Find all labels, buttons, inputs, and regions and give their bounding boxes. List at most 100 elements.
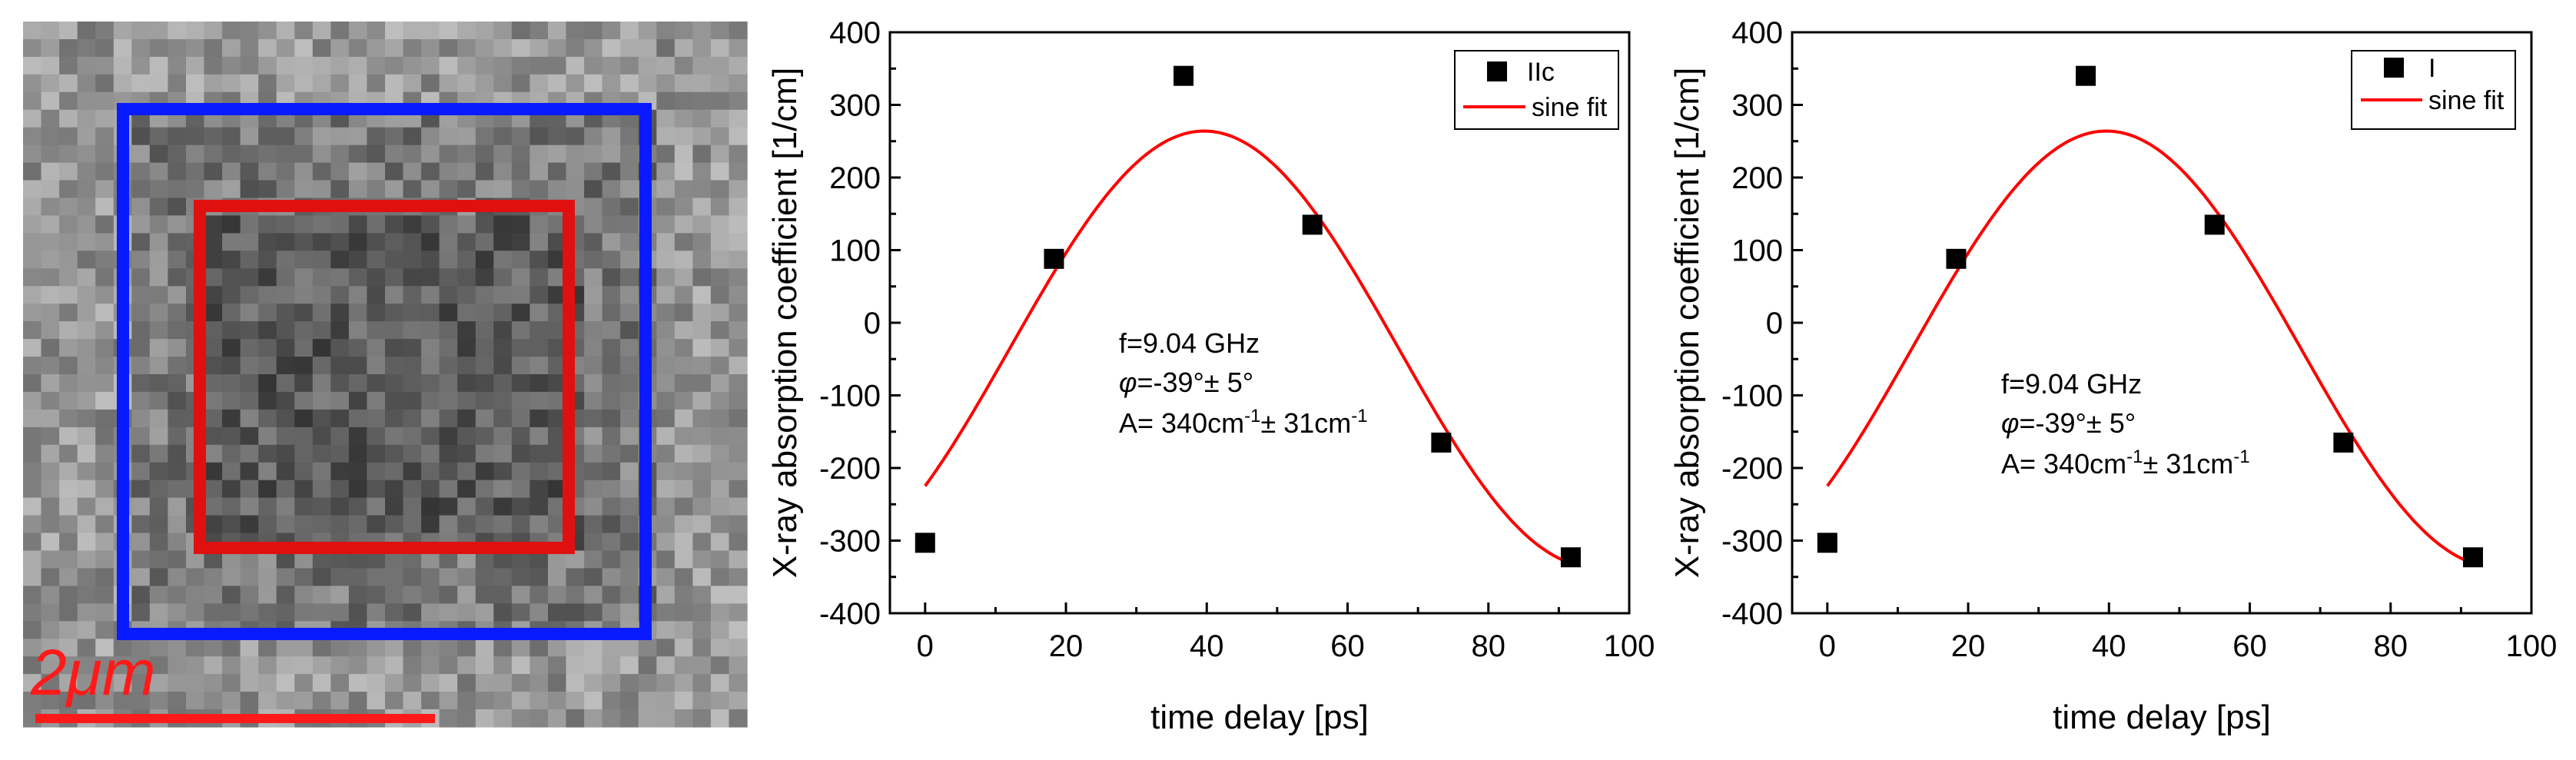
image-pixel [23, 550, 42, 569]
image-pixel [77, 409, 96, 428]
image-pixel [312, 144, 331, 164]
image-pixel [186, 692, 205, 710]
image-pixel [330, 22, 350, 40]
image-pixel [23, 533, 42, 552]
image-pixel [258, 497, 277, 516]
image-pixel [294, 22, 314, 40]
image-pixel [23, 656, 42, 675]
image-pixel [59, 109, 78, 128]
image-pixel [656, 286, 676, 304]
image-pixel [204, 233, 223, 251]
image-pixel [457, 639, 476, 657]
image-pixel [330, 233, 350, 251]
x-tick-label: 20 [1951, 629, 1986, 663]
image-pixel [276, 286, 295, 304]
image-pixel [403, 515, 422, 534]
image-pixel [222, 444, 241, 463]
image-pixel [149, 339, 168, 357]
image-pixel [602, 215, 621, 234]
image-pixel [674, 339, 693, 357]
image-pixel [186, 74, 205, 93]
image-pixel [511, 586, 531, 604]
image-pixel [330, 568, 350, 586]
y-tick-label: 0 [1766, 307, 1783, 340]
image-pixel [620, 533, 639, 552]
image-pixel [602, 127, 621, 146]
image-pixel [493, 321, 513, 340]
image-pixel [729, 391, 748, 410]
image-pixel [149, 304, 168, 322]
image-pixel [348, 568, 368, 586]
image-pixel [149, 692, 168, 710]
image-pixel [457, 215, 476, 234]
image-pixel [385, 180, 404, 199]
image-pixel [584, 22, 603, 40]
image-pixel [23, 74, 42, 93]
image-pixel [385, 233, 404, 251]
image-pixel [511, 391, 531, 410]
image-pixel [149, 251, 168, 269]
image-pixel [240, 268, 259, 287]
image-pixel [529, 127, 549, 146]
image-pixel [77, 251, 96, 269]
image-pixel [511, 568, 531, 586]
image-pixel [638, 74, 657, 93]
image-pixel [348, 497, 368, 516]
image-pixel [475, 656, 494, 675]
image-pixel [729, 621, 748, 639]
image-pixel [620, 656, 639, 675]
image-pixel [710, 409, 730, 428]
y-tick-label: 400 [1731, 16, 1783, 50]
image-pixel [312, 321, 331, 340]
image-pixel [330, 127, 350, 146]
data-point [2462, 547, 2483, 568]
image-pixel [312, 462, 331, 481]
image-pixel [584, 639, 603, 657]
image-pixel [710, 91, 730, 111]
image-pixel [729, 109, 748, 128]
image-pixel [240, 391, 259, 410]
image-pixel [421, 162, 440, 181]
image-pixel [168, 180, 187, 199]
image-pixel [548, 709, 567, 728]
image-pixel [77, 603, 96, 622]
image-pixel [59, 586, 78, 604]
image-pixel [656, 462, 676, 481]
image-pixel [131, 56, 151, 75]
image-pixel [168, 656, 187, 675]
image-pixel [330, 426, 350, 446]
image-pixel [584, 304, 603, 322]
image-pixel [548, 127, 567, 146]
image-pixel [204, 339, 223, 357]
y-tick-label: -400 [1721, 597, 1783, 631]
data-point [1560, 547, 1581, 568]
image-pixel [276, 426, 295, 446]
image-pixel [566, 692, 585, 710]
image-pixel [95, 533, 115, 552]
image-pixel [421, 339, 440, 357]
microscopy-pixel-grid [23, 22, 748, 728]
image-pixel [222, 480, 241, 499]
image-pixel [403, 127, 422, 146]
image-pixel [493, 39, 513, 58]
legend-label-fit: sine fit [2428, 86, 2505, 115]
image-pixel [529, 251, 549, 269]
image-pixel [276, 462, 295, 481]
image-pixel [710, 215, 730, 234]
image-pixel [186, 162, 205, 181]
image-pixel [41, 144, 60, 164]
image-pixel [439, 639, 458, 657]
image-pixel [692, 639, 712, 657]
image-pixel [620, 480, 639, 499]
image-pixel [602, 251, 621, 269]
image-pixel [95, 656, 115, 675]
image-pixel [674, 497, 693, 516]
image-pixel [95, 426, 115, 446]
y-tick-label: -200 [819, 452, 881, 486]
y-tick-label: -300 [1721, 525, 1783, 559]
image-pixel [77, 639, 96, 657]
image-pixel [59, 251, 78, 269]
image-pixel [674, 304, 693, 322]
image-pixel [240, 286, 259, 304]
image-pixel [548, 233, 567, 251]
